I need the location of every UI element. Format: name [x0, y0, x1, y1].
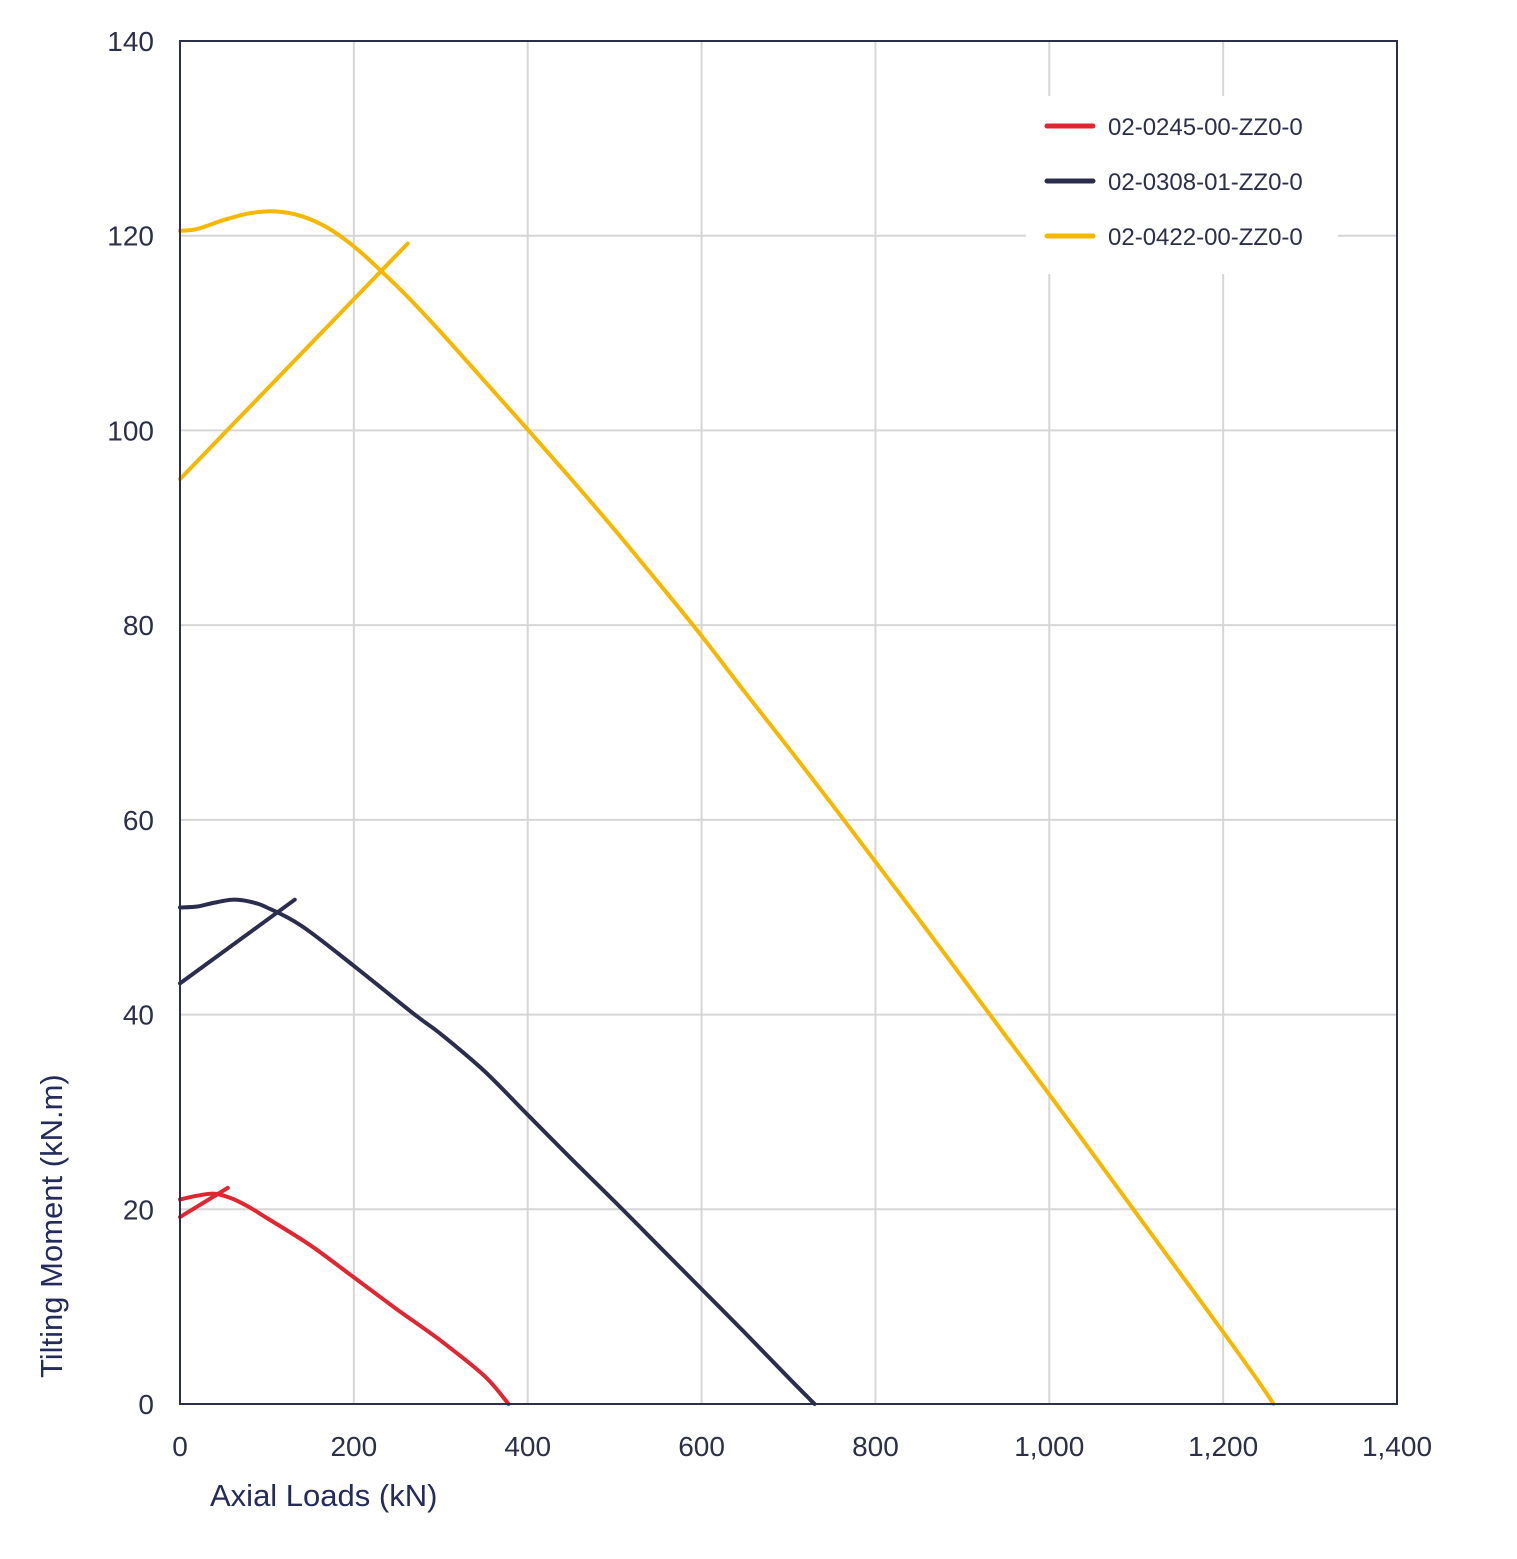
legend-label: 02-0308-01-ZZ0-0 — [1108, 169, 1303, 196]
legend-label: 02-0422-00-ZZ0-0 — [1108, 224, 1303, 251]
x-tick-label: 200 — [330, 1431, 377, 1462]
y-tick-label: 0 — [138, 1389, 154, 1420]
series-limit-line-02-0308-01-ZZ0-0 — [178, 897, 297, 986]
legend-label: 02-0245-00-ZZ0-0 — [1108, 114, 1303, 141]
x-tick-label: 1,400 — [1362, 1431, 1432, 1462]
series-curve-02-0422-00-ZZ0-0 — [178, 209, 1276, 1406]
y-tick-label: 60 — [123, 805, 154, 836]
x-tick-label: 0 — [172, 1431, 188, 1462]
y-tick-label: 40 — [123, 1000, 154, 1031]
y-axis-title: Tilting Moment (kN.m) — [34, 1074, 69, 1378]
series-lines — [178, 209, 1276, 1406]
x-axis-title: Axial Loads (kN) — [210, 1478, 437, 1513]
series-curve-02-0245-00-ZZ0-0 — [178, 1191, 511, 1406]
x-tick-label: 1,200 — [1188, 1431, 1258, 1462]
plot-frame — [179, 40, 1398, 1405]
legend: 02-0245-00-ZZ0-0 02-0308-01-ZZ0-0 02-0422-… — [1026, 96, 1338, 274]
x-tick-label: 400 — [504, 1431, 551, 1462]
series-curve-02-0308-01-ZZ0-0 — [178, 897, 817, 1406]
x-tick-label: 600 — [678, 1431, 725, 1462]
y-tick-label: 80 — [123, 610, 154, 641]
y-tick-label: 20 — [123, 1194, 154, 1225]
x-tick-label: 1,000 — [1014, 1431, 1084, 1462]
y-tick-label: 120 — [107, 221, 154, 252]
y-tick-label: 100 — [107, 415, 154, 446]
series-limit-line-02-0422-00-ZZ0-0 — [178, 241, 410, 482]
series-limit-line-02-0245-00-ZZ0-0 — [178, 1185, 230, 1220]
x-tick-label: 800 — [852, 1431, 899, 1462]
y-tick-label: 140 — [107, 26, 154, 57]
x-axis-ticks: 0 200 400 600 800 1,000 1,200 1,400 — [172, 1431, 1432, 1462]
y-axis-ticks: 0 20 40 60 80 100 120 140 — [107, 26, 154, 1420]
